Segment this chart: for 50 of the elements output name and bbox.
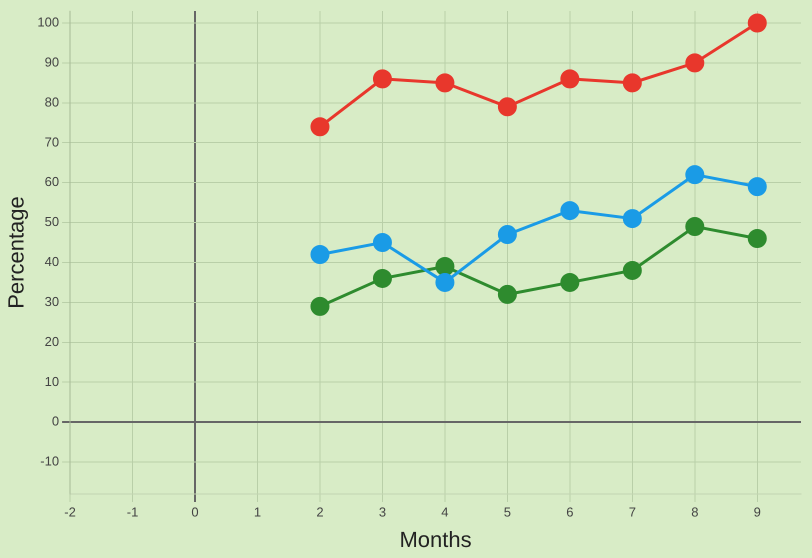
y-tick-label: 100	[37, 14, 60, 30]
point	[498, 225, 517, 244]
y-tick-label: 20	[44, 334, 60, 349]
y-tick-label: 10	[44, 374, 60, 389]
point	[748, 177, 767, 196]
point	[498, 97, 517, 116]
x-axis-title: Months	[399, 526, 472, 552]
x-tick-label: -1	[126, 504, 138, 520]
point	[372, 69, 392, 88]
point	[435, 256, 454, 276]
y-tick-label: 30	[44, 294, 60, 309]
point	[310, 296, 330, 316]
y-tick-label: -10	[40, 454, 60, 469]
point	[622, 209, 642, 228]
point	[560, 272, 580, 292]
y-tick-label: 70	[44, 134, 60, 150]
x-tick-label: 0	[191, 504, 199, 520]
x-tick-label: -2	[64, 504, 76, 520]
point	[310, 244, 330, 264]
y-tick-label: 80	[44, 94, 60, 110]
x-tick-label: 3	[378, 504, 386, 520]
y-tick-label: 40	[44, 254, 60, 270]
x-tick-label: 9	[754, 504, 761, 520]
x-tick-label: 4	[441, 504, 449, 520]
point	[685, 165, 704, 184]
point	[372, 268, 392, 288]
point	[560, 69, 580, 88]
point	[560, 201, 580, 220]
point	[435, 73, 454, 92]
y-axis-title: Percentage	[3, 196, 28, 309]
x-tick-label: 7	[628, 504, 636, 520]
point	[435, 272, 454, 292]
point	[622, 73, 642, 92]
point	[310, 117, 330, 136]
x-tick-label: 8	[691, 504, 698, 520]
point	[372, 233, 392, 252]
point	[748, 229, 767, 248]
y-tick-label: 90	[44, 54, 60, 70]
x-tick-label: 1	[254, 504, 262, 520]
point	[498, 284, 517, 304]
x-tick-label: 6	[566, 504, 574, 520]
y-tick-label: 50	[44, 214, 60, 230]
y-tick-label: 0	[52, 414, 60, 429]
point	[622, 260, 642, 280]
x-tick-label: 5	[504, 504, 512, 520]
point	[685, 217, 704, 236]
point	[685, 53, 704, 72]
x-tick-label: 2	[316, 504, 324, 520]
point	[748, 13, 767, 32]
y-tick-label: 60	[44, 174, 60, 190]
